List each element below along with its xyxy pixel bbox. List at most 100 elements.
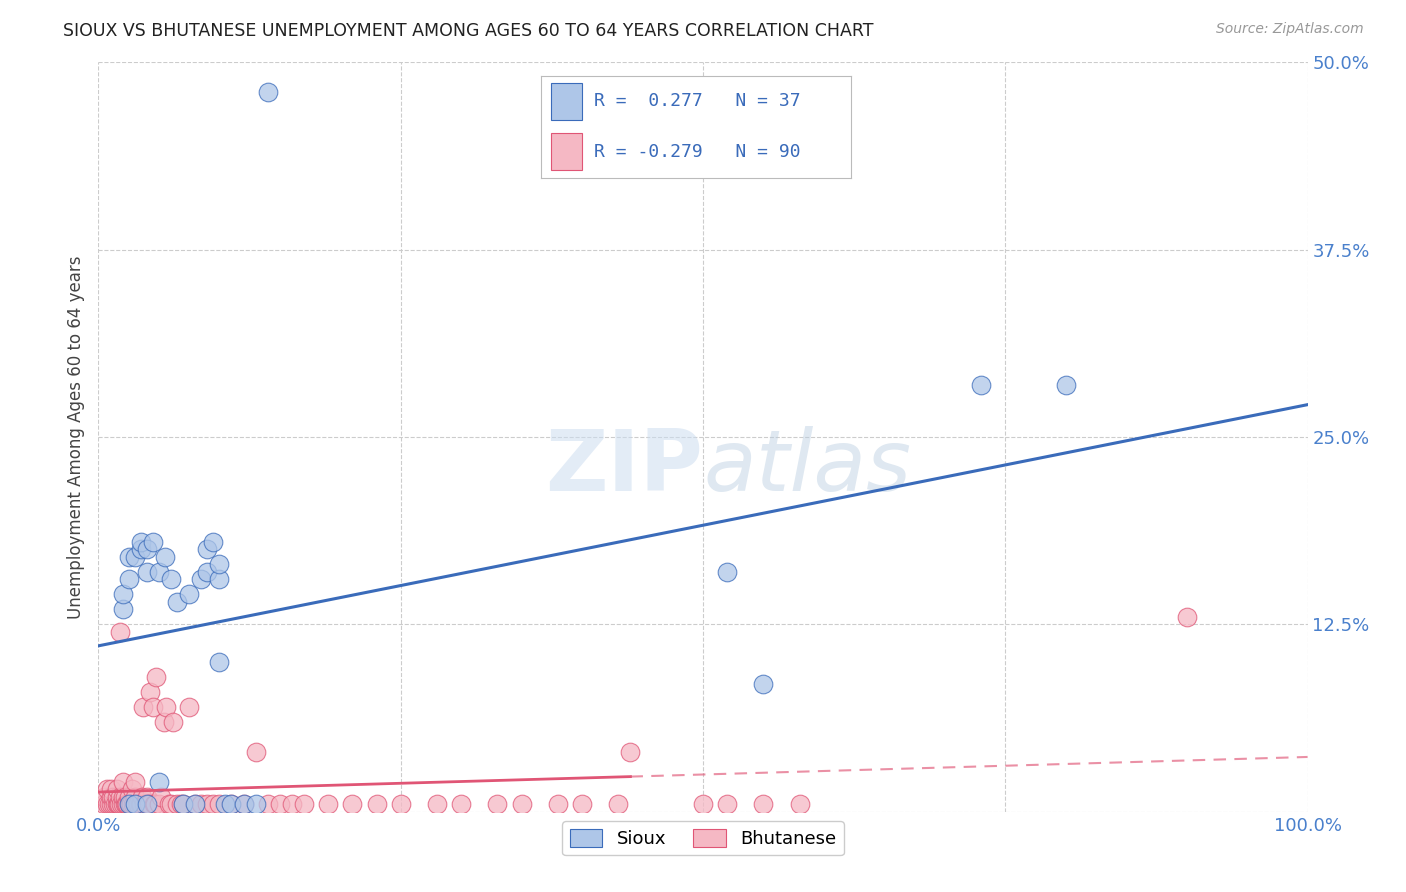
Point	[111, 774, 134, 789]
Point	[157, 797, 180, 812]
Point	[152, 714, 174, 729]
Point	[107, 797, 129, 812]
Point	[122, 797, 145, 812]
Point	[118, 797, 141, 812]
Text: ZIP: ZIP	[546, 425, 703, 508]
Point	[114, 789, 136, 804]
Point	[1175, 610, 1198, 624]
Point	[104, 797, 127, 812]
Point	[129, 797, 152, 812]
Point	[571, 797, 593, 812]
Point	[195, 542, 218, 557]
Point	[100, 789, 122, 804]
Point	[110, 797, 132, 812]
Point	[202, 535, 225, 549]
Point	[208, 797, 231, 812]
Point	[389, 797, 412, 812]
Point	[143, 797, 166, 812]
Point	[105, 797, 128, 812]
Point	[160, 797, 183, 812]
Point	[184, 797, 207, 812]
Point	[692, 797, 714, 812]
Point	[190, 573, 212, 587]
Point	[208, 558, 231, 572]
Point	[1054, 377, 1077, 392]
Point	[143, 797, 166, 812]
Point	[179, 587, 201, 601]
Point	[111, 602, 134, 616]
Point	[118, 797, 141, 812]
Point	[108, 797, 131, 812]
Point	[166, 595, 188, 609]
Point	[105, 789, 128, 804]
Point	[129, 535, 152, 549]
Bar	[551, 133, 582, 170]
Point	[450, 797, 472, 812]
Point	[115, 797, 138, 812]
Point	[166, 797, 188, 812]
Point	[132, 699, 155, 714]
Point	[162, 714, 184, 729]
Point	[232, 797, 254, 812]
Point	[256, 797, 278, 812]
Bar	[551, 83, 582, 120]
Point	[96, 797, 118, 812]
Point	[100, 797, 122, 812]
Point	[172, 797, 194, 812]
Point	[221, 797, 243, 812]
Point	[716, 565, 738, 579]
Point	[510, 797, 533, 812]
Point	[190, 797, 212, 812]
Point	[135, 797, 157, 812]
Point	[148, 797, 170, 812]
Point	[134, 797, 156, 812]
Text: R = -0.279   N = 90: R = -0.279 N = 90	[593, 143, 800, 161]
Point	[486, 797, 509, 812]
Point	[752, 797, 775, 812]
Point	[121, 782, 143, 797]
Point	[120, 797, 142, 812]
Point	[256, 86, 278, 100]
Point	[98, 797, 121, 812]
Point	[160, 573, 183, 587]
Point	[101, 797, 124, 812]
Point	[202, 797, 225, 812]
Point	[142, 535, 165, 549]
Point	[100, 782, 122, 797]
Point	[195, 797, 218, 812]
Point	[752, 677, 775, 691]
Point	[118, 549, 141, 564]
Point	[245, 797, 267, 812]
Point	[221, 797, 243, 812]
Point	[716, 797, 738, 812]
Point	[172, 797, 194, 812]
Point	[129, 542, 152, 557]
Point	[281, 797, 304, 812]
Point	[150, 789, 173, 804]
Point	[111, 587, 134, 601]
Point	[208, 573, 231, 587]
Point	[101, 789, 124, 804]
Point	[117, 797, 139, 812]
Point	[970, 377, 993, 392]
Point	[108, 789, 131, 804]
Point	[148, 774, 170, 789]
Point	[124, 797, 146, 812]
Point	[208, 655, 231, 669]
Point	[245, 745, 267, 759]
Point	[145, 670, 167, 684]
Point	[93, 797, 115, 812]
Text: atlas: atlas	[703, 425, 911, 508]
Point	[124, 789, 146, 804]
Point	[124, 549, 146, 564]
Legend: Sioux, Bhutanese: Sioux, Bhutanese	[562, 822, 844, 855]
Point	[93, 789, 115, 804]
Point	[111, 797, 134, 812]
Point	[105, 782, 128, 797]
Point	[232, 797, 254, 812]
Point	[96, 782, 118, 797]
Point	[142, 699, 165, 714]
Point	[114, 797, 136, 812]
Point	[118, 789, 141, 804]
Point	[127, 797, 149, 812]
